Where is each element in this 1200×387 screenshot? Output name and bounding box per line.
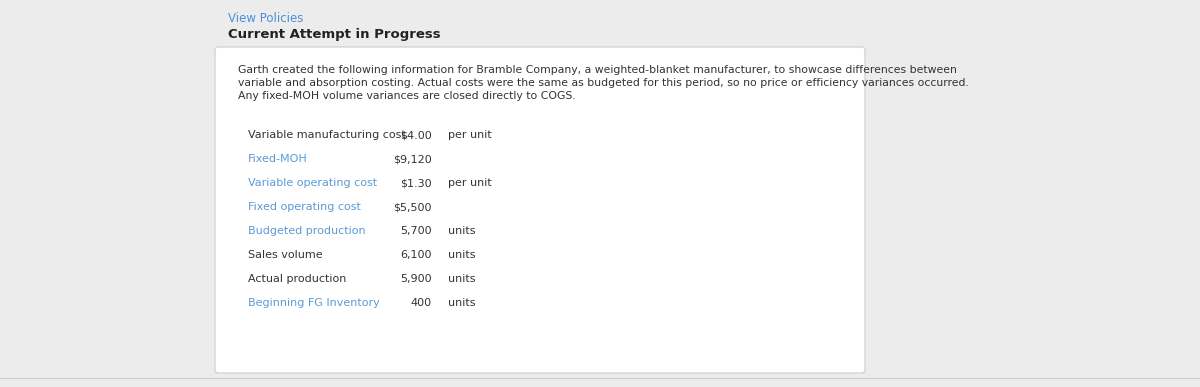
Text: Any fixed-MOH volume variances are closed directly to COGS.: Any fixed-MOH volume variances are close…	[238, 91, 576, 101]
Text: Fixed-MOH: Fixed-MOH	[248, 154, 307, 164]
Text: 5,900: 5,900	[401, 274, 432, 284]
Text: units: units	[448, 226, 475, 236]
Text: Fixed operating cost: Fixed operating cost	[248, 202, 361, 212]
Text: Garth created the following information for Bramble Company, a weighted-blanket : Garth created the following information …	[238, 65, 956, 75]
Text: variable and absorption costing. Actual costs were the same as budgeted for this: variable and absorption costing. Actual …	[238, 78, 968, 88]
FancyBboxPatch shape	[215, 47, 865, 373]
Text: 400: 400	[410, 298, 432, 308]
Text: Current Attempt in Progress: Current Attempt in Progress	[228, 28, 440, 41]
Text: Beginning FG Inventory: Beginning FG Inventory	[248, 298, 379, 308]
Text: Budgeted production: Budgeted production	[248, 226, 366, 236]
Text: units: units	[448, 298, 475, 308]
Text: Variable manufacturing cost: Variable manufacturing cost	[248, 130, 406, 140]
Text: units: units	[448, 274, 475, 284]
Text: units: units	[448, 250, 475, 260]
Text: $5,500: $5,500	[394, 202, 432, 212]
Text: View Policies: View Policies	[228, 12, 304, 25]
Text: Actual production: Actual production	[248, 274, 347, 284]
Text: Sales volume: Sales volume	[248, 250, 323, 260]
Text: per unit: per unit	[448, 130, 492, 140]
Text: $9,120: $9,120	[394, 154, 432, 164]
Text: 6,100: 6,100	[401, 250, 432, 260]
Text: Variable operating cost: Variable operating cost	[248, 178, 377, 188]
Text: $1.30: $1.30	[401, 178, 432, 188]
Text: 5,700: 5,700	[401, 226, 432, 236]
Text: per unit: per unit	[448, 178, 492, 188]
Text: $4.00: $4.00	[401, 130, 432, 140]
